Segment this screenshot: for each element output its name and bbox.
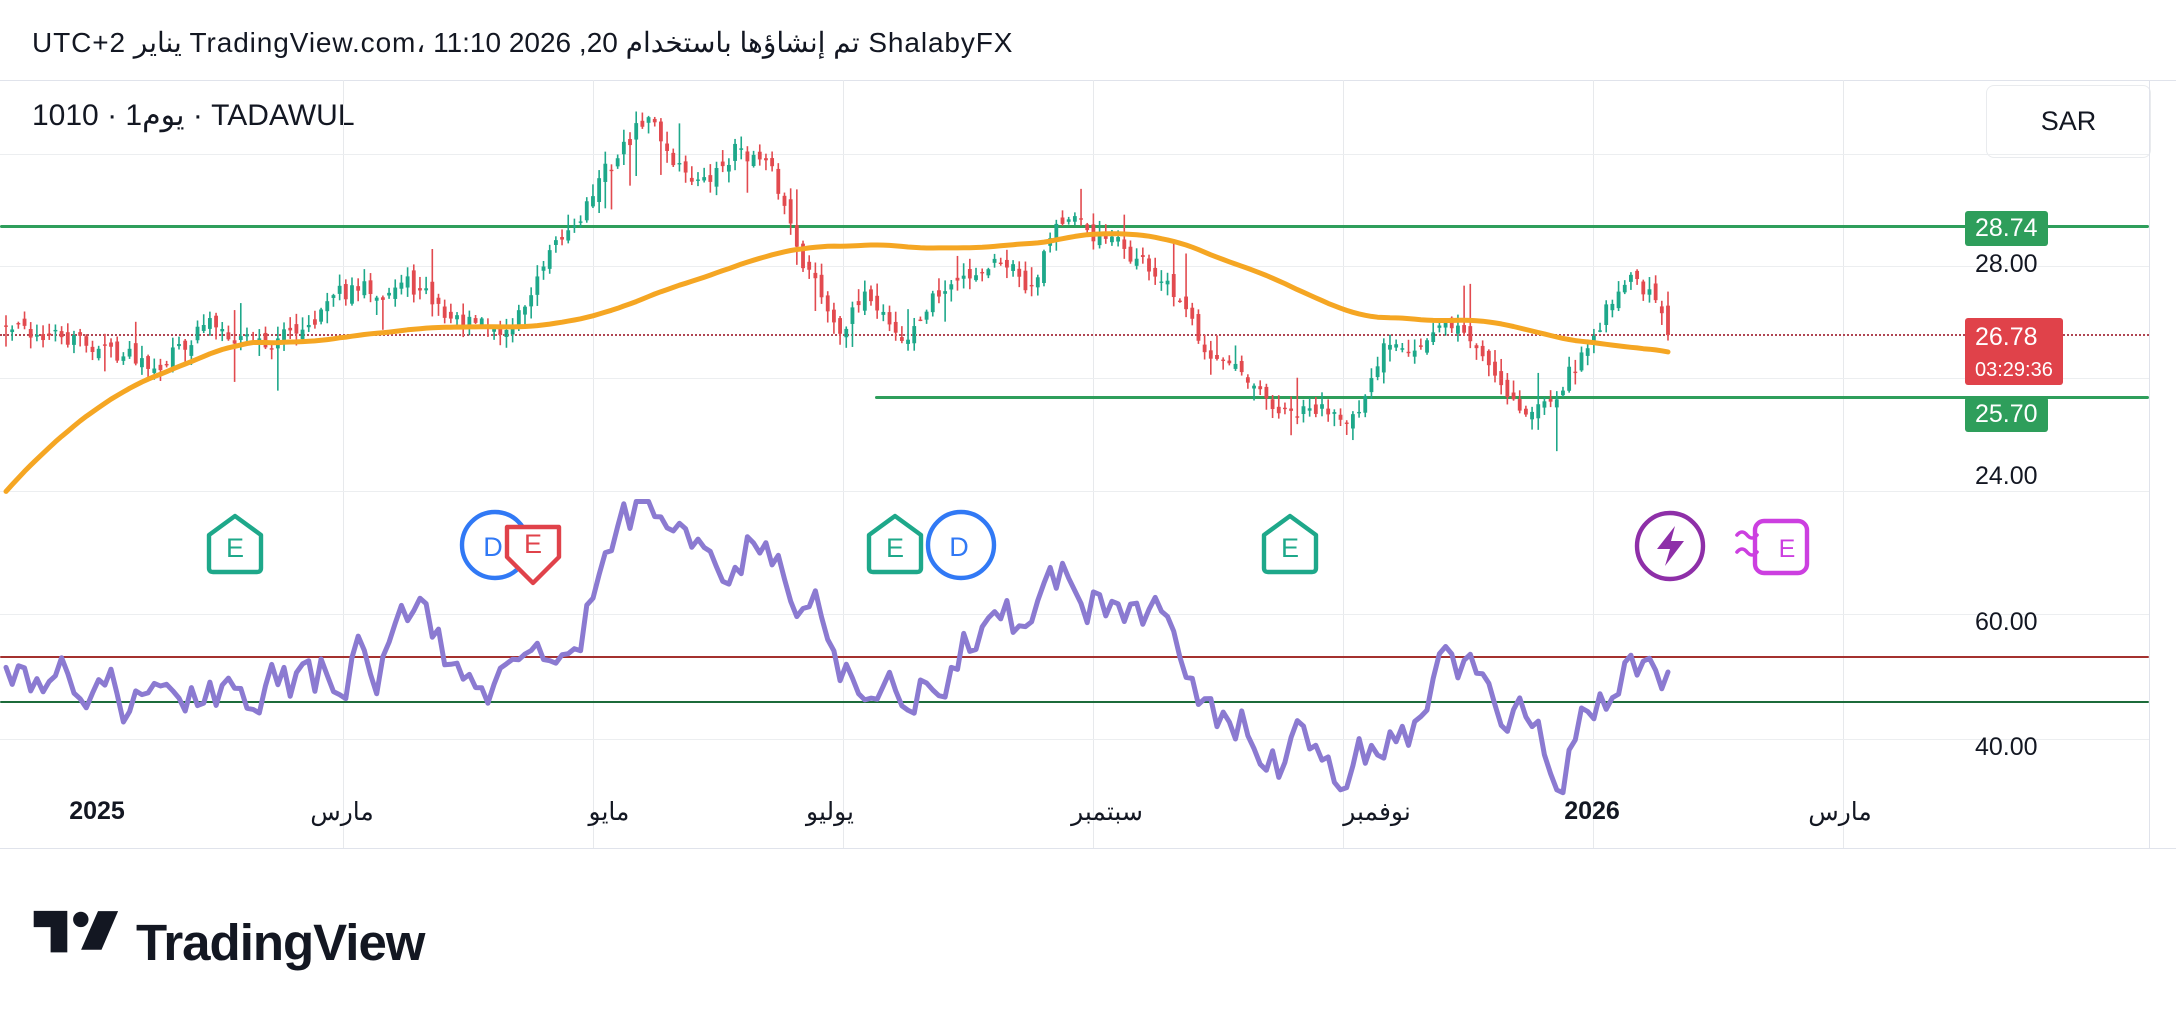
svg-text:E: E [524, 529, 542, 559]
svg-text:E: E [886, 533, 904, 563]
svg-text:E: E [1779, 535, 1796, 563]
svg-text:D: D [483, 532, 503, 562]
svg-text:E: E [1281, 533, 1299, 563]
svg-text:E: E [226, 533, 244, 563]
svg-text:D: D [949, 532, 969, 562]
